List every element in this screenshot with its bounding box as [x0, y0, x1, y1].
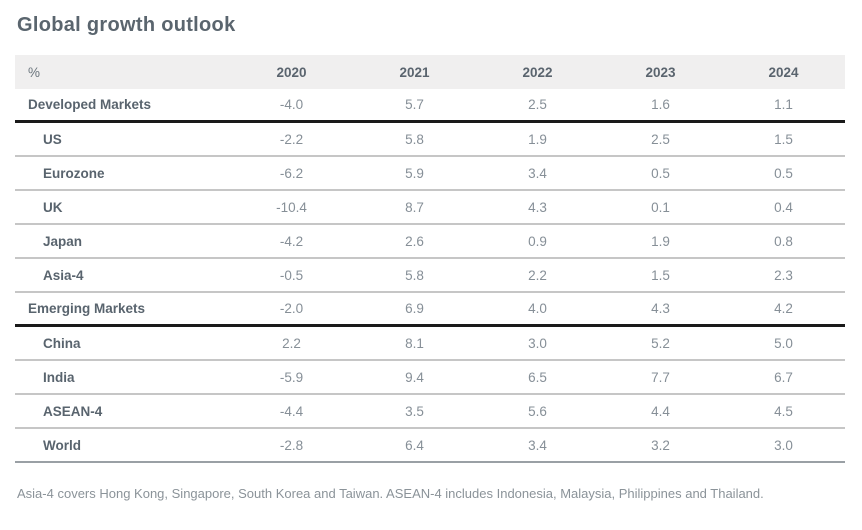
cell-value: 6.4 [405, 437, 424, 453]
cell-value: 3.2 [651, 437, 670, 453]
table-row-us: US -2.2 5.8 1.9 2.5 1.5 [15, 123, 845, 157]
cell-value: 5.6 [528, 403, 547, 419]
row-label: US [43, 131, 62, 147]
table-row-eurozone: Eurozone -6.2 5.9 3.4 0.5 0.5 [15, 157, 845, 191]
column-header-2021: 2021 [399, 64, 430, 80]
cell-value: 0.9 [528, 233, 547, 249]
cell-value: 5.8 [405, 131, 424, 147]
table-row-uk: UK -10.4 8.7 4.3 0.1 0.4 [15, 191, 845, 225]
table-row-developed-markets: Developed Markets -4.0 5.7 2.5 1.6 1.1 [15, 89, 845, 123]
cell-value: 6.9 [405, 301, 424, 316]
table-row-emerging-markets: Emerging Markets -2.0 6.9 4.0 4.3 4.2 [15, 293, 845, 327]
table-row-asia-4: Asia-4 -0.5 5.8 2.2 1.5 2.3 [15, 259, 845, 293]
cell-value: 0.1 [651, 199, 670, 215]
cell-value: 2.5 [528, 97, 547, 112]
cell-value: 2.5 [651, 131, 670, 147]
cell-value: -0.5 [279, 267, 304, 283]
cell-value: 0.5 [651, 165, 670, 181]
page-title: Global growth outlook [17, 14, 236, 36]
cell-value: 3.0 [528, 335, 547, 351]
cell-value: 3.4 [528, 165, 547, 181]
row-label: Developed Markets [28, 97, 152, 112]
cell-value: 2.6 [405, 233, 424, 249]
cell-value: 1.9 [651, 233, 670, 249]
cell-value: -4.2 [279, 233, 304, 249]
cell-value: 4.3 [651, 301, 670, 316]
row-label: China [43, 335, 81, 351]
cell-value: 5.0 [774, 335, 793, 351]
cell-value: 1.5 [774, 131, 793, 147]
cell-value: 1.5 [651, 267, 670, 283]
cell-value: 2.3 [774, 267, 793, 283]
cell-value: 4.2 [774, 301, 793, 316]
column-header-2022: 2022 [522, 64, 553, 80]
cell-value: -2.0 [279, 301, 304, 316]
unit-header: % [28, 64, 41, 80]
cell-value: 8.1 [405, 335, 424, 351]
table-row-china: China 2.2 8.1 3.0 5.2 5.0 [15, 327, 845, 361]
cell-value: 3.4 [528, 437, 547, 453]
row-label: Emerging Markets [28, 301, 146, 316]
cell-value: 0.8 [774, 233, 793, 249]
row-label: India [43, 369, 75, 385]
cell-value: 1.9 [528, 131, 547, 147]
row-label: Japan [43, 233, 83, 249]
row-label: UK [43, 199, 63, 215]
table-row-world: World -2.8 6.4 3.4 3.2 3.0 [15, 429, 845, 463]
cell-value: 5.2 [651, 335, 670, 351]
cell-value: 9.4 [405, 369, 424, 385]
cell-value: -2.2 [279, 131, 304, 147]
cell-value: -6.2 [279, 165, 304, 181]
cell-value: 6.7 [774, 369, 793, 385]
cell-value: -5.9 [279, 369, 304, 385]
cell-value: 4.4 [651, 403, 670, 419]
column-header-2023: 2023 [645, 64, 676, 80]
cell-value: -2.8 [279, 437, 304, 453]
cell-value: 0.5 [774, 165, 793, 181]
row-label: Eurozone [43, 165, 105, 181]
cell-value: 4.5 [774, 403, 793, 419]
column-header-2020: 2020 [276, 64, 307, 80]
cell-value: 5.8 [405, 267, 424, 283]
cell-value: 0.4 [774, 199, 793, 215]
table-footnote: Asia-4 covers Hong Kong, Singapore, Sout… [17, 486, 764, 501]
row-label: ASEAN-4 [43, 403, 103, 419]
cell-value: 4.3 [528, 199, 547, 215]
row-label: World [43, 437, 81, 453]
table-header-row: % 2020 2021 2022 2023 2024 [15, 55, 845, 89]
cell-value: 1.1 [774, 97, 793, 112]
table-row-japan: Japan -4.2 2.6 0.9 1.9 0.8 [15, 225, 845, 259]
page: Global growth outlook % 2020 2021 2022 2… [0, 14, 862, 530]
cell-value: 8.7 [405, 199, 424, 215]
cell-value: 1.6 [651, 97, 670, 112]
cell-value: -4.0 [279, 97, 304, 112]
cell-value: 3.5 [405, 403, 424, 419]
cell-value: 7.7 [651, 369, 670, 385]
cell-value: 2.2 [528, 267, 547, 283]
column-header-2024: 2024 [768, 64, 799, 80]
cell-value: 4.0 [528, 301, 547, 316]
growth-outlook-table: % 2020 2021 2022 2023 2024 Developed Mar… [15, 55, 845, 463]
row-label: Asia-4 [43, 267, 84, 283]
cell-value: 3.0 [774, 437, 793, 453]
cell-value: 5.9 [405, 165, 424, 181]
cell-value: -4.4 [279, 403, 304, 419]
cell-value: 5.7 [405, 97, 424, 112]
cell-value: 6.5 [528, 369, 547, 385]
table-row-india: India -5.9 9.4 6.5 7.7 6.7 [15, 361, 845, 395]
table-row-asean-4: ASEAN-4 -4.4 3.5 5.6 4.4 4.5 [15, 395, 845, 429]
cell-value: 2.2 [282, 335, 301, 351]
cell-value: -10.4 [276, 199, 307, 215]
